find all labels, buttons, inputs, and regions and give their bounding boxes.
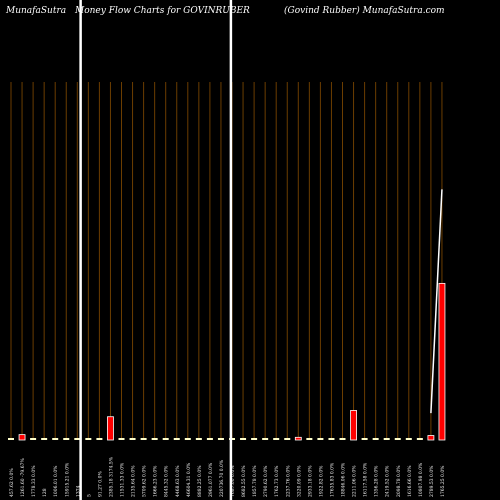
x-tick-label: 46604.31 0.0% <box>186 462 192 497</box>
x-tick-labels: 457.62 0.0% 1261.60 -79.67% 1778.33 0.0% 12… <box>9 456 446 497</box>
bar <box>372 438 379 440</box>
bar <box>405 438 412 440</box>
bar <box>30 438 37 440</box>
x-tick-label: 2237.76 0.0% <box>285 465 291 497</box>
bar <box>350 410 357 441</box>
x-tick-label: 8882.25 0.0% <box>197 465 203 497</box>
price-line <box>430 189 443 414</box>
x-tick-label: 2211.06 0.0% <box>352 465 358 497</box>
x-tick-label: 17635.83 0.0% <box>329 462 335 497</box>
chart-header-left: MunafaSutra Money Flow Charts for GOVINR… <box>6 6 256 16</box>
bar <box>18 434 26 441</box>
x-tick-label: 2419.52 0.0% <box>385 465 391 497</box>
x-tick-label: 8445.32 0.0% <box>164 465 170 497</box>
marker-lines <box>79 0 233 500</box>
bar <box>339 438 346 440</box>
bar <box>173 438 180 440</box>
bar <box>438 282 446 441</box>
x-tick-label: 3220.09 0.0% <box>296 465 302 497</box>
x-tick-label: 1922.82 0.0% <box>318 465 324 497</box>
x-tick-label: 4468.63 0.0% <box>175 465 181 497</box>
x-tick-label: 7687.00 0.0% <box>230 465 236 497</box>
bar <box>262 438 269 440</box>
x-tick-label: 11531.33 0.0% <box>120 462 126 497</box>
chart-title: Money Flow Charts for GOVINRUBER <box>75 6 250 16</box>
x-tick-label: 16117.58 0.0% <box>363 462 369 497</box>
x-tick-label: 1666.23 0.0% <box>153 465 159 497</box>
x-tick-label: 1762.73 0.0% <box>274 465 280 497</box>
bar <box>118 438 125 440</box>
x-tick-label: 2961.077 0.0% <box>208 462 214 497</box>
bar <box>240 438 247 440</box>
x-tick-label: 2385.18 3174.5% <box>108 456 114 497</box>
bar <box>251 438 258 440</box>
bar <box>41 438 48 440</box>
bar <box>107 416 114 441</box>
bar <box>317 438 324 440</box>
x-tick-label: 1857.78 0.0% <box>252 465 258 497</box>
bar <box>129 438 136 440</box>
x-tick-label: 5 <box>86 494 92 497</box>
x-tick-label: 1765.25 0.0% <box>440 465 446 497</box>
x-tick-label: 18846.06 0.0% <box>341 462 347 497</box>
x-tick-label: 91.27 0.0% <box>97 471 103 497</box>
bar <box>394 438 401 440</box>
x-tick-label: 2933.18 0.0% <box>307 465 313 497</box>
x-tick-label: 2790.62 0.0% <box>263 465 269 497</box>
x-tick-label: 1778.33 0.0% <box>31 465 37 497</box>
x-tick-label: 8682.55 0.0% <box>241 465 247 497</box>
x-tick-label: 15915.21 0.0% <box>64 462 70 497</box>
bar <box>427 435 435 441</box>
bar <box>74 438 81 440</box>
bar <box>85 438 92 440</box>
x-tick-label: 2789.53 0.0% <box>429 465 435 497</box>
bar <box>151 438 158 440</box>
x-tick-label: 1261.60 -79.67% <box>20 458 26 497</box>
bar <box>8 438 14 440</box>
x-tick-label: 457.62 0.0% <box>9 468 15 497</box>
bar <box>294 436 302 441</box>
x-tick-label: 2098.78 0.0% <box>396 465 402 497</box>
bar <box>206 438 213 440</box>
bar-series <box>8 282 446 441</box>
bar <box>306 438 313 440</box>
bar <box>217 438 224 440</box>
grid-lines <box>10 82 443 440</box>
bar <box>273 438 280 440</box>
x-tick-label: 2135.64 0.0% <box>131 465 137 497</box>
bar <box>162 438 169 440</box>
price-line-layer <box>430 189 443 414</box>
site-name: MunafaSutra <box>6 6 67 16</box>
bar <box>140 438 147 440</box>
bar <box>361 438 368 440</box>
bar <box>383 438 390 440</box>
x-tick-label: 10807.98 0.0% <box>418 462 424 497</box>
x-tick-label: 1356.28 0.0% <box>374 465 380 497</box>
bar <box>328 438 335 440</box>
bar <box>52 438 59 440</box>
x-tick-label: 5709.62 0.0% <box>142 465 148 497</box>
bar <box>184 438 191 440</box>
bar <box>63 438 70 440</box>
x-tick-label: 220736.70 0.0% <box>219 459 225 497</box>
x-tick-label: 1374 <box>75 485 81 497</box>
x-tick-label: 1006.01 0.0% <box>53 465 59 497</box>
bar <box>96 438 103 440</box>
x-tick-label: 128 <box>42 488 48 497</box>
bar <box>195 438 202 440</box>
bar <box>416 438 423 440</box>
x-tick-label: 1616.66 0.0% <box>407 465 413 497</box>
chart-subtitle: (Govind Rubber) MunafaSutra.com <box>284 6 445 16</box>
bar <box>284 438 291 440</box>
